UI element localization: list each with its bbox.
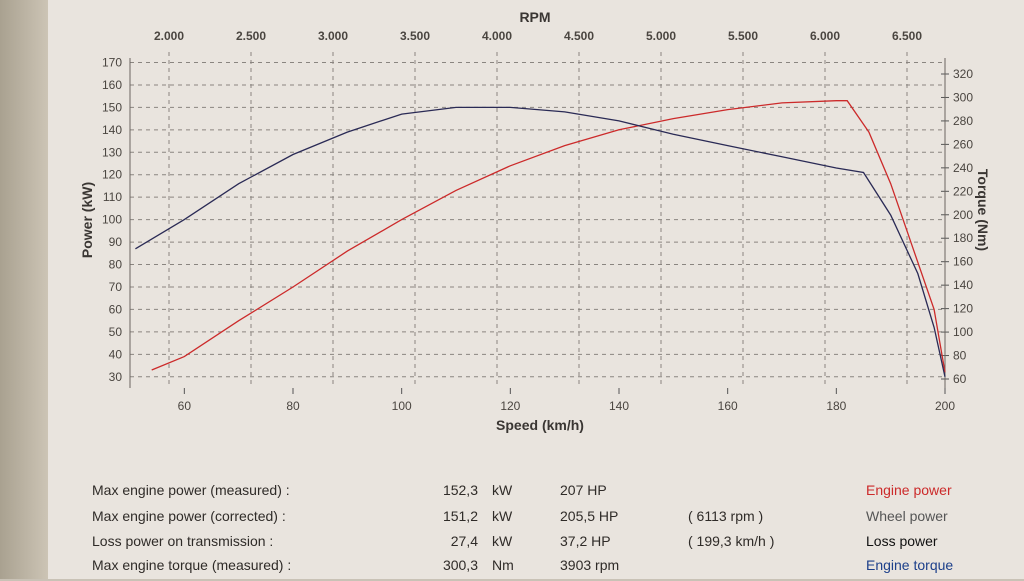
rpm-tick-label: 4.500 bbox=[564, 29, 594, 43]
stat-value: 300,3 bbox=[442, 557, 478, 573]
y-left-tick-label: 110 bbox=[103, 190, 122, 204]
y-right-tick-label: 80 bbox=[953, 349, 967, 363]
y-right-tick-label: 160 bbox=[953, 255, 973, 269]
y-right-axis-title: Torque (Nm) bbox=[975, 169, 991, 251]
stat-label: Loss power on transmission : bbox=[92, 533, 274, 549]
y-left-tick-label: 100 bbox=[102, 213, 122, 227]
stat-value: 152,3 bbox=[442, 482, 478, 498]
dyno-sheet bbox=[48, 0, 1024, 579]
y-right-tick-label: 320 bbox=[953, 67, 973, 81]
y-left-tick-label: 150 bbox=[102, 100, 122, 114]
x-tick-label: 80 bbox=[286, 399, 300, 413]
x-axis-title: Speed (km/h) bbox=[496, 417, 584, 433]
y-right-tick-label: 120 bbox=[953, 302, 973, 316]
legend-loss-power: Loss power bbox=[866, 533, 938, 549]
stat-label: Max engine torque (measured) : bbox=[92, 557, 292, 573]
stat-label: Max engine power (measured) : bbox=[92, 482, 290, 498]
y-left-tick-label: 170 bbox=[102, 55, 122, 69]
y-right-tick-label: 260 bbox=[953, 137, 973, 151]
stat-hp: 37,2 HP bbox=[560, 533, 611, 549]
rpm-tick-label: 5.000 bbox=[646, 29, 676, 43]
stat-hp: 3903 rpm bbox=[560, 557, 620, 573]
y-right-tick-label: 60 bbox=[953, 372, 967, 386]
series-line-engine-torque bbox=[135, 106, 946, 377]
y-left-tick-label: 50 bbox=[109, 325, 123, 339]
y-left-tick-label: 80 bbox=[109, 258, 123, 272]
y-left-tick-label: 130 bbox=[102, 145, 122, 159]
x-tick-label: 60 bbox=[178, 399, 192, 413]
y-left-tick-label: 70 bbox=[109, 280, 123, 294]
stat-row-max-torque: Max engine torque (measured) : 300,3 Nm … bbox=[92, 557, 992, 581]
stat-hp: 207 HP bbox=[560, 482, 607, 498]
stat-row-max-power-corrected: Max engine power (corrected) : 151,2 kW … bbox=[92, 508, 992, 532]
stat-hp: 205,5 HP bbox=[560, 508, 619, 524]
x-tick-label: 160 bbox=[718, 399, 738, 413]
rpm-tick-label: 2.500 bbox=[236, 29, 266, 43]
grid-lines bbox=[129, 52, 949, 394]
stats-table: Max engine power (measured) : 152,3 kW 2… bbox=[92, 478, 992, 579]
stat-unit: Nm bbox=[492, 557, 514, 573]
series-lines bbox=[135, 100, 946, 377]
series-line-engine-power bbox=[151, 100, 946, 373]
y-right-tick-label: 100 bbox=[953, 325, 973, 339]
x-tick-label: 180 bbox=[826, 399, 846, 413]
stat-label: Max engine power (corrected) : bbox=[92, 508, 286, 524]
rpm-tick-label: 3.500 bbox=[400, 29, 430, 43]
y-left-tick-label: 40 bbox=[109, 347, 123, 361]
stat-row-max-power-measured: Max engine power (measured) : 152,3 kW 2… bbox=[92, 482, 992, 506]
rpm-axis-title: RPM bbox=[519, 9, 550, 25]
stat-unit: kW bbox=[492, 533, 513, 549]
x-tick-label: 200 bbox=[935, 399, 955, 413]
y-left-tick-label: 90 bbox=[109, 235, 123, 249]
x-tick-label: 100 bbox=[392, 399, 412, 413]
y-left-tick-label: 60 bbox=[109, 302, 123, 316]
stat-unit: kW bbox=[492, 508, 513, 524]
y-right-tick-label: 280 bbox=[953, 114, 973, 128]
axis-ticks: 30 40 50 60 70 80 90 100 110 120 130 140 150 160 170 60… bbox=[102, 29, 973, 413]
legend-wheel-power: Wheel power bbox=[866, 508, 948, 524]
rpm-tick-label: 5.500 bbox=[728, 29, 758, 43]
rpm-tick-label: 4.000 bbox=[482, 29, 512, 43]
stat-extra: ( 199,3 km/h ) bbox=[688, 533, 775, 549]
stat-extra: ( 6113 rpm ) bbox=[688, 508, 764, 524]
rpm-tick-label: 2.000 bbox=[154, 29, 184, 43]
stat-value: 151,2 bbox=[442, 508, 478, 524]
y-left-tick-label: 140 bbox=[102, 123, 122, 137]
stat-value: 27,4 bbox=[450, 533, 478, 549]
legend-engine-torque: Engine torque bbox=[866, 557, 954, 573]
y-right-tick-label: 220 bbox=[953, 184, 973, 198]
y-right-tick-label: 180 bbox=[953, 231, 973, 245]
rpm-tick-label: 6.000 bbox=[810, 29, 840, 43]
legend-engine-power: Engine power bbox=[866, 482, 952, 498]
y-left-axis-title: Power (kW) bbox=[79, 182, 95, 258]
y-right-tick-label: 240 bbox=[953, 161, 973, 175]
y-right-tick-label: 300 bbox=[953, 90, 973, 104]
y-left-tick-label: 30 bbox=[109, 370, 123, 384]
y-left-tick-label: 120 bbox=[102, 168, 122, 182]
y-right-tick-label: 140 bbox=[953, 278, 973, 292]
x-tick-label: 120 bbox=[500, 399, 520, 413]
stat-row-loss-power: Loss power on transmission : 27,4 kW 37,… bbox=[92, 533, 992, 557]
rpm-tick-label: 6.500 bbox=[892, 29, 922, 43]
stat-unit: kW bbox=[492, 482, 513, 498]
x-tick-label: 140 bbox=[609, 399, 629, 413]
paper-edge bbox=[0, 0, 52, 579]
y-left-tick-label: 160 bbox=[102, 78, 122, 92]
y-right-tick-label: 200 bbox=[953, 208, 973, 222]
rpm-tick-label: 3.000 bbox=[318, 29, 348, 43]
